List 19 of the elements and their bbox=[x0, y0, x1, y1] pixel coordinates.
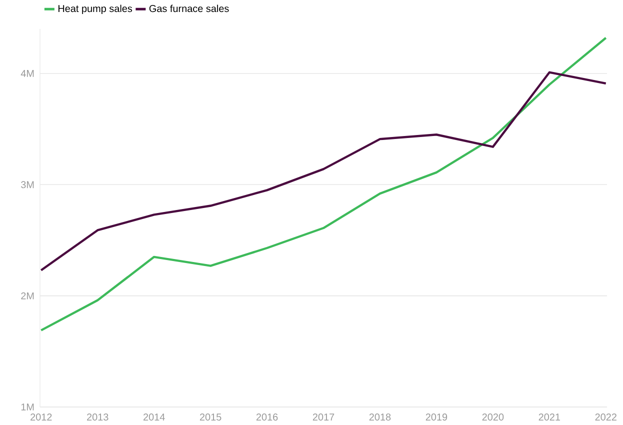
x-tick-label: 2017 bbox=[312, 414, 334, 421]
x-tick-label: 2016 bbox=[256, 414, 278, 421]
y-tick-label: 3M bbox=[21, 181, 34, 188]
x-tick-label: 2022 bbox=[595, 414, 616, 421]
y-tick-label: 2M bbox=[21, 292, 34, 300]
x-tick-label: 2020 bbox=[482, 414, 504, 421]
x-tick-label: 2021 bbox=[538, 414, 560, 421]
x-tick-label: 2014 bbox=[143, 414, 165, 421]
y-tick-label: 1M bbox=[21, 404, 34, 410]
x-tick-label: 2018 bbox=[369, 414, 391, 421]
x-tick-label: 2015 bbox=[200, 414, 222, 421]
line-series bbox=[40, 71, 607, 272]
legend-label: Gas furnace sales bbox=[149, 4, 229, 12]
x-tick-label: 2013 bbox=[87, 414, 108, 421]
y-tick-label: 4M bbox=[20, 70, 34, 77]
x-tick-label: 2019 bbox=[426, 414, 448, 421]
x-tick-label: 2012 bbox=[30, 414, 52, 421]
legend-label: Heat pump sales bbox=[58, 4, 132, 14]
line-series bbox=[40, 36, 607, 332]
